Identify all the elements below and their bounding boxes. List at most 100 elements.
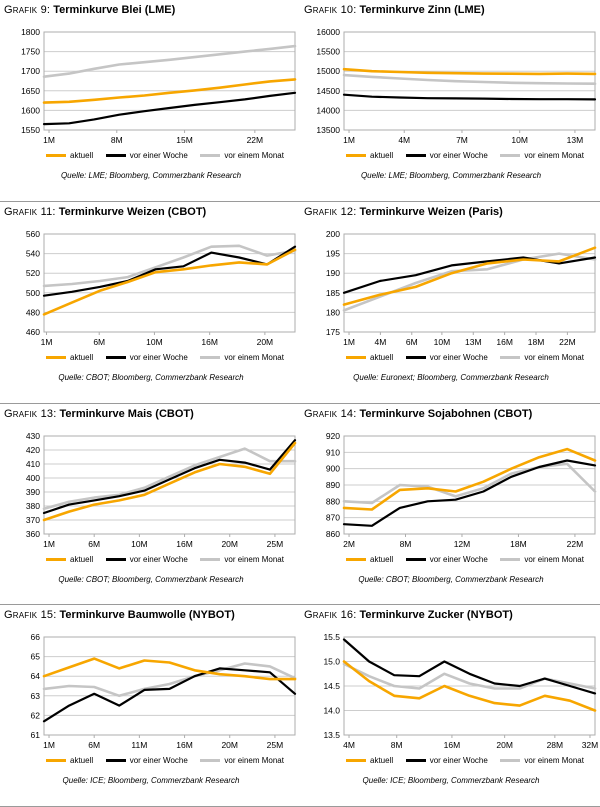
legend-item: vor einem Monat	[200, 151, 284, 160]
legend-line-swatch	[346, 355, 366, 359]
svg-text:16M: 16M	[444, 740, 461, 750]
svg-text:22M: 22M	[559, 337, 576, 347]
legend-label: aktuell	[370, 151, 394, 160]
svg-text:870: 870	[326, 512, 340, 522]
legend-item: vor einem Monat	[500, 151, 584, 160]
svg-text:15.5: 15.5	[323, 632, 340, 642]
svg-text:400: 400	[26, 473, 40, 483]
legend-label: vor einem Monat	[524, 554, 584, 564]
svg-text:6M: 6M	[406, 337, 418, 347]
chart-source: Quelle: LME; Bloomberg, Commerzbank Rese…	[360, 171, 542, 180]
chart-canvas: 13500 14000 14500 15000 15500 16000 1M 4M 7M 10M 1…	[316, 27, 597, 145]
chart-name: Terminkurve Zinn (LME)	[359, 4, 485, 16]
svg-text:11M: 11M	[131, 740, 147, 750]
legend-line-swatch	[105, 355, 126, 359]
chart-title: Grafik 9: Terminkurve Blei (LME)	[4, 4, 298, 16]
legend-label: aktuell	[370, 352, 394, 362]
legend-item: aktuell	[346, 756, 393, 765]
legend-item: aktuell	[46, 151, 93, 160]
svg-text:860: 860	[326, 529, 340, 539]
legend-item: aktuell	[346, 353, 393, 362]
svg-text:20M: 20M	[257, 337, 274, 347]
svg-text:480: 480	[26, 307, 40, 317]
legend-label: aktuell	[70, 151, 94, 160]
chart-canvas: 13.5 14.0 14.5 15.0 15.5 4M 8M 16M 20M 28M 32M	[323, 632, 598, 750]
legend-item: vor einer Woche	[105, 555, 188, 564]
svg-text:6M: 6M	[88, 539, 100, 549]
legend-item: aktuell	[46, 555, 93, 564]
svg-text:380: 380	[26, 501, 40, 511]
chart-canvas: 860 870 880 890 900 910 920 2M 8M 12M 18M 22M	[326, 431, 597, 549]
legend-item: vor einer Woche	[105, 353, 188, 362]
svg-text:1M: 1M	[43, 135, 55, 145]
legend-line-swatch	[405, 355, 426, 359]
svg-text:14.5: 14.5	[323, 681, 340, 691]
legend-item: vor einem Monat	[500, 756, 584, 765]
svg-text:2M: 2M	[343, 539, 355, 549]
svg-text:390: 390	[26, 487, 40, 497]
svg-text:190: 190	[326, 268, 340, 278]
chart-name: Terminkurve Zucker (NYBOT)	[359, 609, 513, 622]
svg-text:10M: 10M	[131, 539, 148, 549]
chart-source: Quelle: ICE; Bloomberg, Commerzbank Rese…	[362, 776, 540, 786]
legend-item: aktuell	[346, 555, 393, 564]
line-chart: 860 870 880 890 900 910 920 2M 8M 12M 18M 22M	[304, 428, 598, 552]
legend-line-swatch	[346, 759, 366, 763]
chart-legend: aktuell vor einer Woche vor einem Monat	[4, 753, 298, 767]
legend-line-swatch	[405, 154, 426, 157]
svg-text:6M: 6M	[93, 337, 105, 347]
chart-label: Grafik 12:	[304, 205, 357, 218]
legend-line-swatch	[500, 355, 521, 359]
svg-text:520: 520	[26, 268, 40, 278]
chart-cell: Grafik 16: Terminkurve Zucker (NYBOT) 13…	[300, 605, 600, 807]
chart-label: Grafik 10:	[304, 4, 357, 16]
legend-line-swatch	[46, 355, 66, 359]
svg-text:12M: 12M	[454, 539, 471, 549]
chart-legend: aktuell vor einer Woche vor einem Monat	[4, 148, 298, 162]
svg-text:460: 460	[26, 327, 40, 337]
legend-line-swatch	[105, 154, 126, 157]
chart-name: Terminkurve Mais (CBOT)	[59, 407, 194, 420]
chart-label: Grafik 13:	[4, 407, 57, 420]
svg-text:1M: 1M	[43, 740, 55, 750]
legend-item: aktuell	[46, 756, 93, 765]
legend-item: vor einer Woche	[405, 151, 488, 160]
legend-label: vor einem Monat	[224, 151, 284, 160]
legend-label: vor einer Woche	[129, 151, 188, 160]
legend-label: vor einer Woche	[429, 352, 488, 362]
svg-text:64: 64	[31, 671, 41, 681]
legend-label: vor einem Monat	[224, 554, 284, 564]
svg-text:20M: 20M	[496, 740, 513, 750]
chart-source: Quelle: CBOT; Bloomberg, Commerzbank Res…	[58, 574, 244, 584]
legend-item: vor einer Woche	[405, 555, 488, 564]
legend-label: aktuell	[70, 554, 94, 564]
svg-text:8M: 8M	[400, 539, 412, 549]
line-chart: 1550 1600 1650 1700 1750 1800 1M 8M 15M 22M	[4, 24, 298, 148]
legend-line-swatch	[500, 557, 521, 561]
svg-text:880: 880	[326, 496, 340, 506]
legend-label: aktuell	[70, 756, 94, 766]
legend-label: vor einer Woche	[429, 756, 488, 766]
chart-name: Terminkurve Baumwolle (NYBOT)	[59, 609, 235, 622]
svg-text:920: 920	[326, 431, 340, 441]
svg-text:13500: 13500	[316, 125, 340, 135]
chart-title: Grafik 16: Terminkurve Zucker (NYBOT)	[304, 609, 598, 621]
legend-line-swatch	[200, 355, 221, 359]
svg-text:25M: 25M	[267, 539, 284, 549]
legend-label: vor einem Monat	[224, 756, 284, 766]
chart-canvas: 175 180 185 190 195 200 1M 4M 6M 10M 13M 16M 18M 22M	[326, 229, 597, 347]
chart-title: Grafik 12: Terminkurve Weizen (Paris)	[304, 206, 598, 218]
chart-canvas: 61 62 63 64 65 66 1M 6M 11M 16M 20M 25M	[31, 632, 297, 750]
legend-line-swatch	[200, 154, 221, 157]
legend-item: vor einer Woche	[405, 352, 488, 362]
svg-text:28M: 28M	[547, 740, 564, 750]
chart-legend: aktuell vor einer Woche vor einem Monat	[4, 350, 298, 364]
svg-text:370: 370	[26, 515, 40, 525]
svg-text:1550: 1550	[21, 125, 40, 135]
chart-cell: Grafik 14: Terminkurve Sojabohnen (CBOT)…	[300, 404, 600, 606]
svg-text:360: 360	[26, 529, 40, 539]
svg-text:20M: 20M	[221, 740, 238, 750]
chart-name: Terminkurve Weizen (Paris)	[359, 205, 503, 218]
line-chart: 13500 14000 14500 15000 15500 16000 1M 4M 7M 10M 1…	[304, 24, 598, 148]
